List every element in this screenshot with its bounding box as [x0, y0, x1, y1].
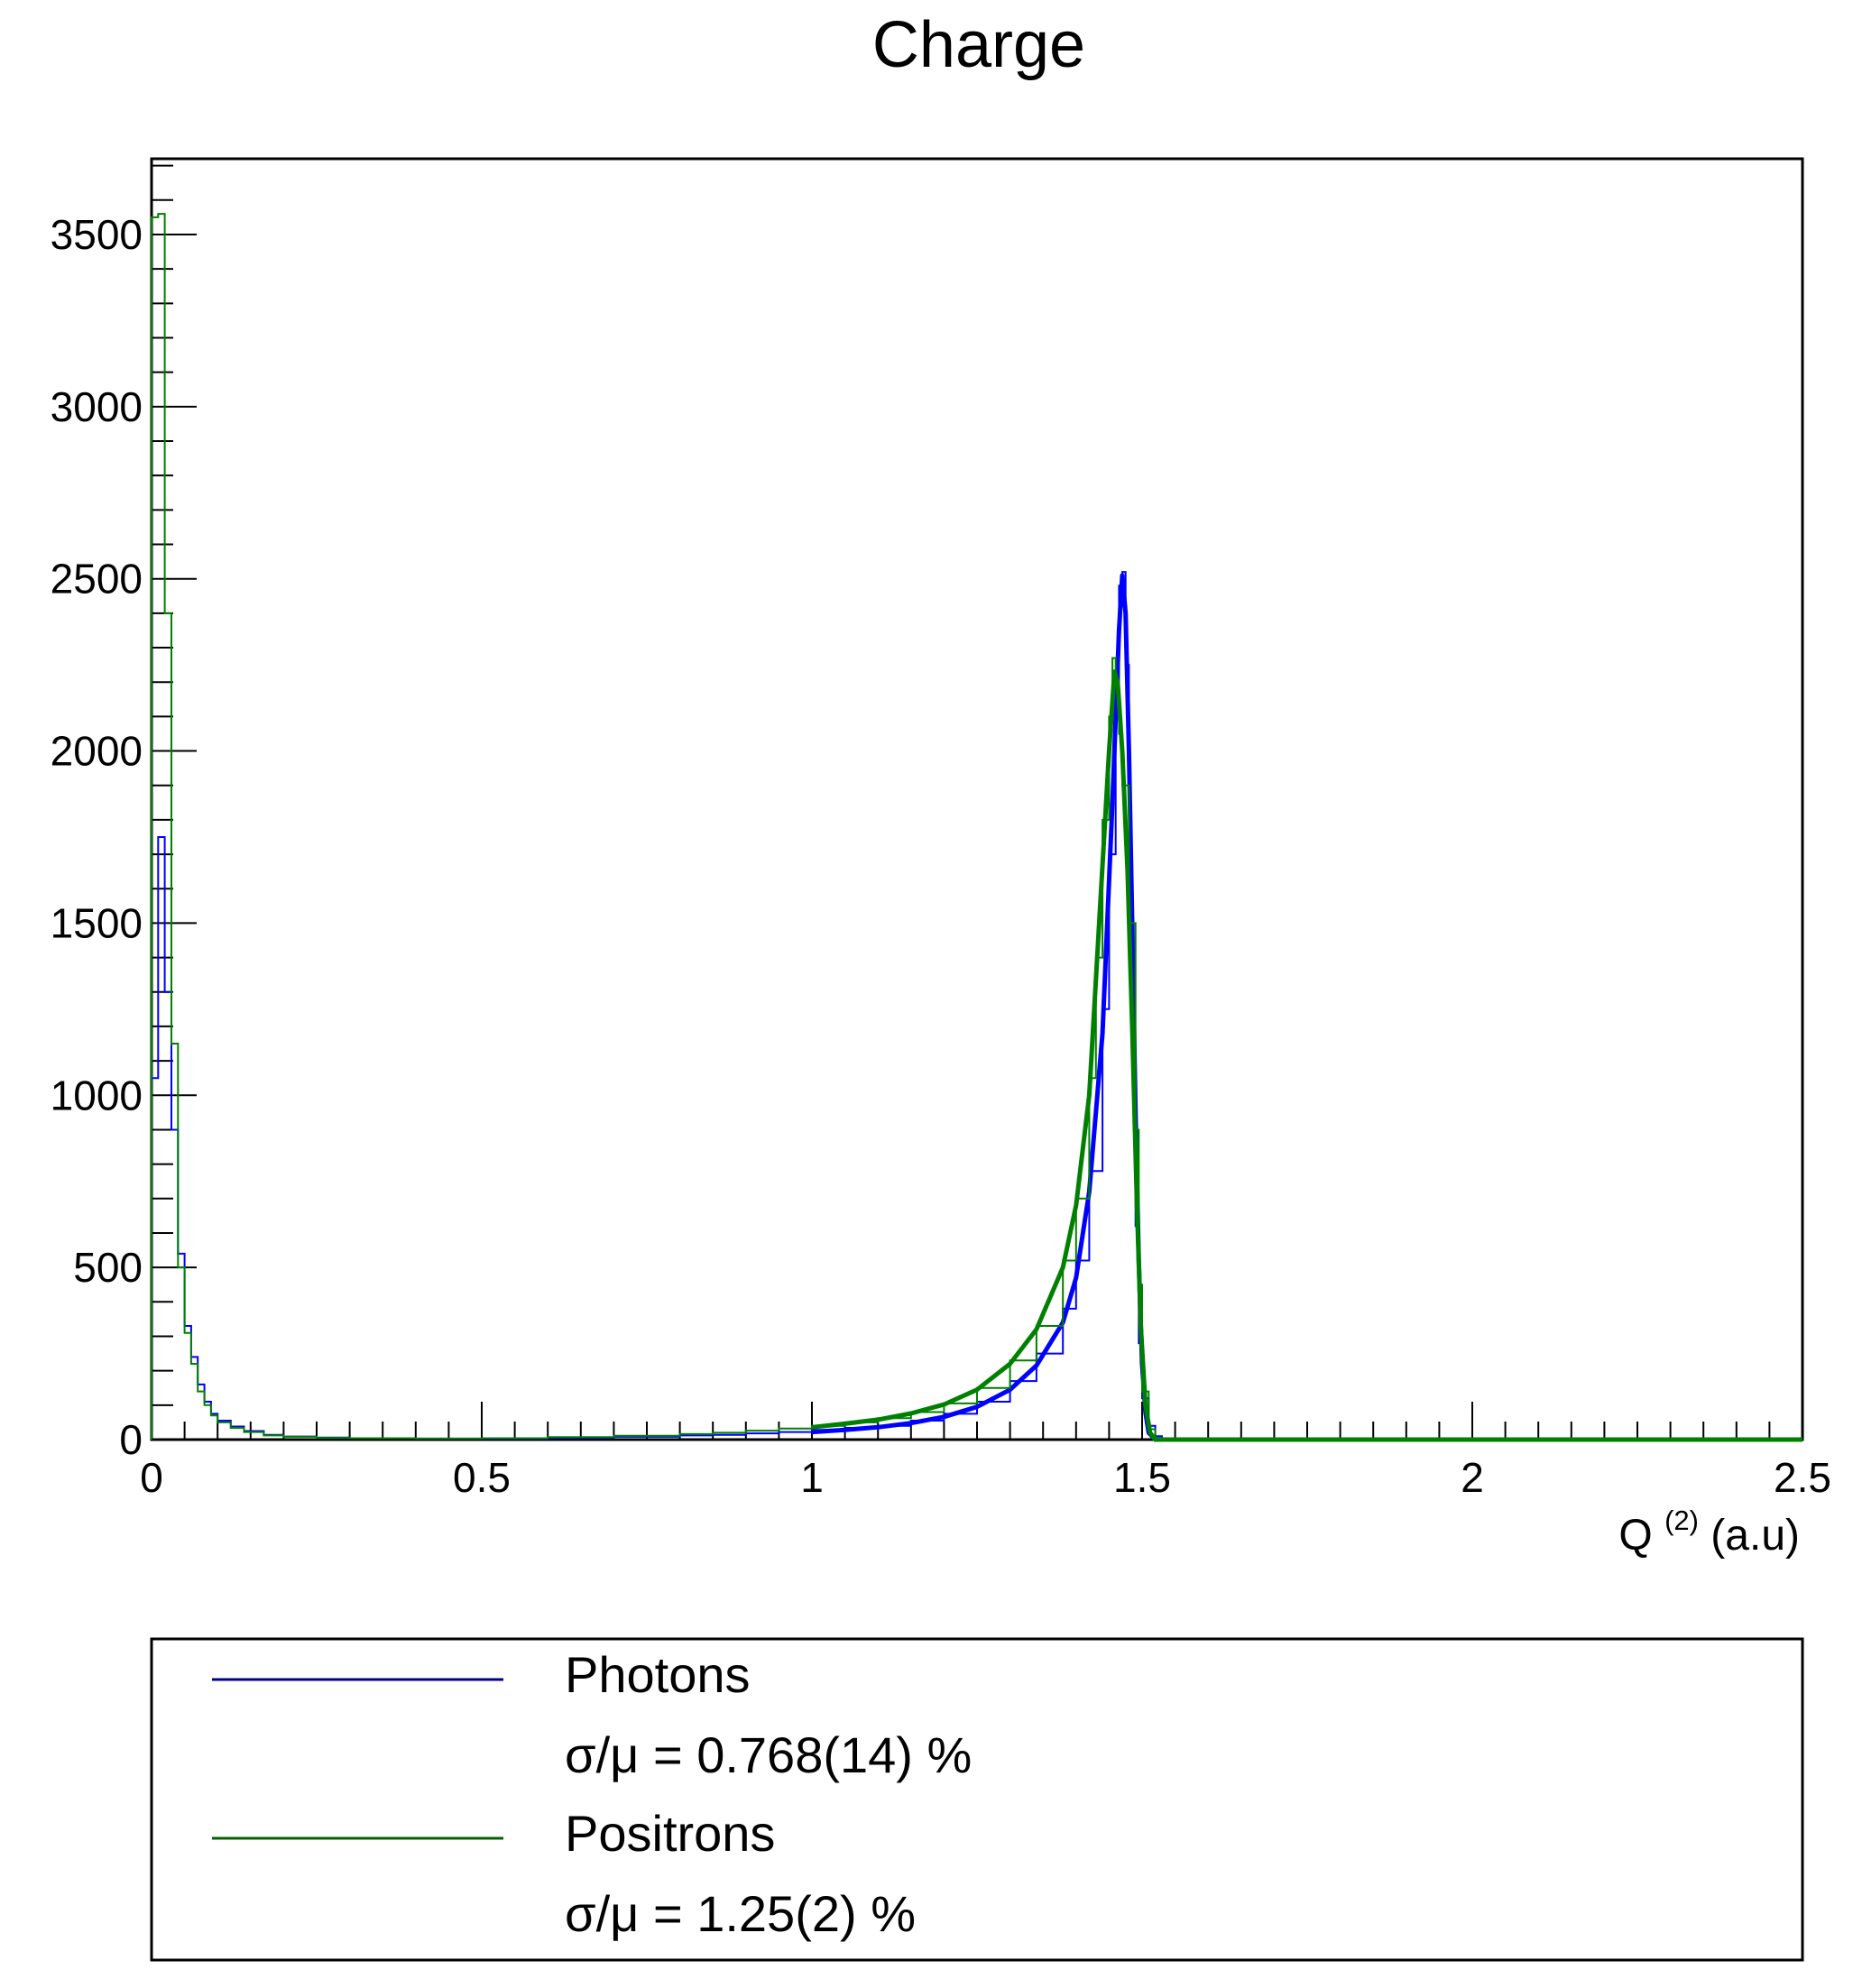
y-tick-label: 1000: [51, 1072, 143, 1118]
x-tick-label: 1.5: [1113, 1454, 1171, 1501]
x-axis-label: Q (2) (a.u): [1618, 1492, 1800, 1560]
x-tick-label: 0: [140, 1454, 163, 1501]
x-tick-label: 2: [1461, 1454, 1484, 1501]
series-layer: [151, 213, 1802, 1442]
y-tick-label: 1500: [51, 899, 143, 946]
x-tick-labels: 0 0.5 1 1.5 2 2.5: [140, 1454, 1831, 1501]
y-tick-label: 500: [73, 1244, 143, 1291]
x-axis-label-superscript: (2): [1664, 1505, 1699, 1536]
x-tick-label: 0.5: [453, 1454, 511, 1501]
legend-frame: [150, 1637, 1804, 1962]
fit-curve-positrons: [811, 669, 1802, 1442]
legend-stat-positrons: σ/μ = 1.25(2) %: [565, 1885, 916, 1942]
y-tick-labels: 0 500 1000 1500 2000 2500 3000 3500: [51, 211, 143, 1463]
legend-entry-positrons: Positrons σ/μ = 1.25(2) %: [212, 1805, 916, 1942]
y-tick-label: 2500: [51, 556, 143, 603]
legend-label-positrons: Positrons: [565, 1805, 775, 1862]
legend-entry-photons: Photons σ/μ = 0.768(14) %: [212, 1646, 972, 1783]
legend-stat-photons: σ/μ = 0.768(14) %: [565, 1726, 972, 1783]
y-tick-label: 2000: [51, 728, 143, 775]
y-tick-label: 3000: [51, 383, 143, 430]
plot-area: 0 0.5 1 1.5 2 2.5 0 500 1000 1500 2000 2500 3000 350…: [51, 157, 1831, 1501]
legend-label-photons: Photons: [565, 1646, 751, 1703]
plot-frame: [150, 157, 1804, 1441]
x-tick-label: 1: [800, 1454, 824, 1501]
x-axis-label-symbol: Q: [1618, 1512, 1652, 1560]
y-tick-label: 3500: [51, 211, 143, 258]
x-axis-label-unit: (a.u): [1710, 1512, 1800, 1560]
chart-title: Charge: [872, 9, 1085, 81]
y-tick-label: 0: [119, 1416, 143, 1463]
x-tick-label: 2.5: [1774, 1454, 1831, 1501]
legend: Photons σ/μ = 0.768(14) % Positrons σ/μ …: [150, 1637, 1804, 1962]
